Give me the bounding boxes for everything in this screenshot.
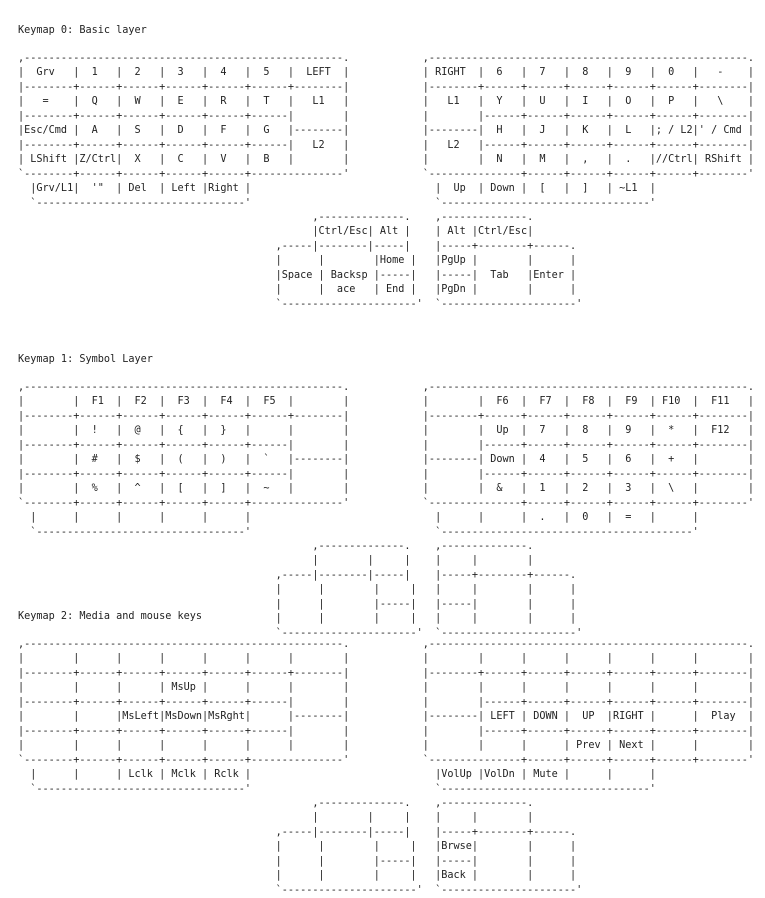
- keymap-2-ascii-diagram: ,---------------------------------------…: [18, 639, 755, 896]
- keymap-1-title: Keymap 1: Symbol Layer: [18, 354, 153, 365]
- keymap-0-ascii-diagram: ,---------------------------------------…: [18, 53, 755, 310]
- keymap-1-ascii-diagram: ,---------------------------------------…: [18, 382, 755, 639]
- keymap-0-title: Keymap 0: Basic layer: [18, 25, 147, 36]
- keymap-2-title: Keymap 2: Media and mouse keys: [18, 611, 203, 622]
